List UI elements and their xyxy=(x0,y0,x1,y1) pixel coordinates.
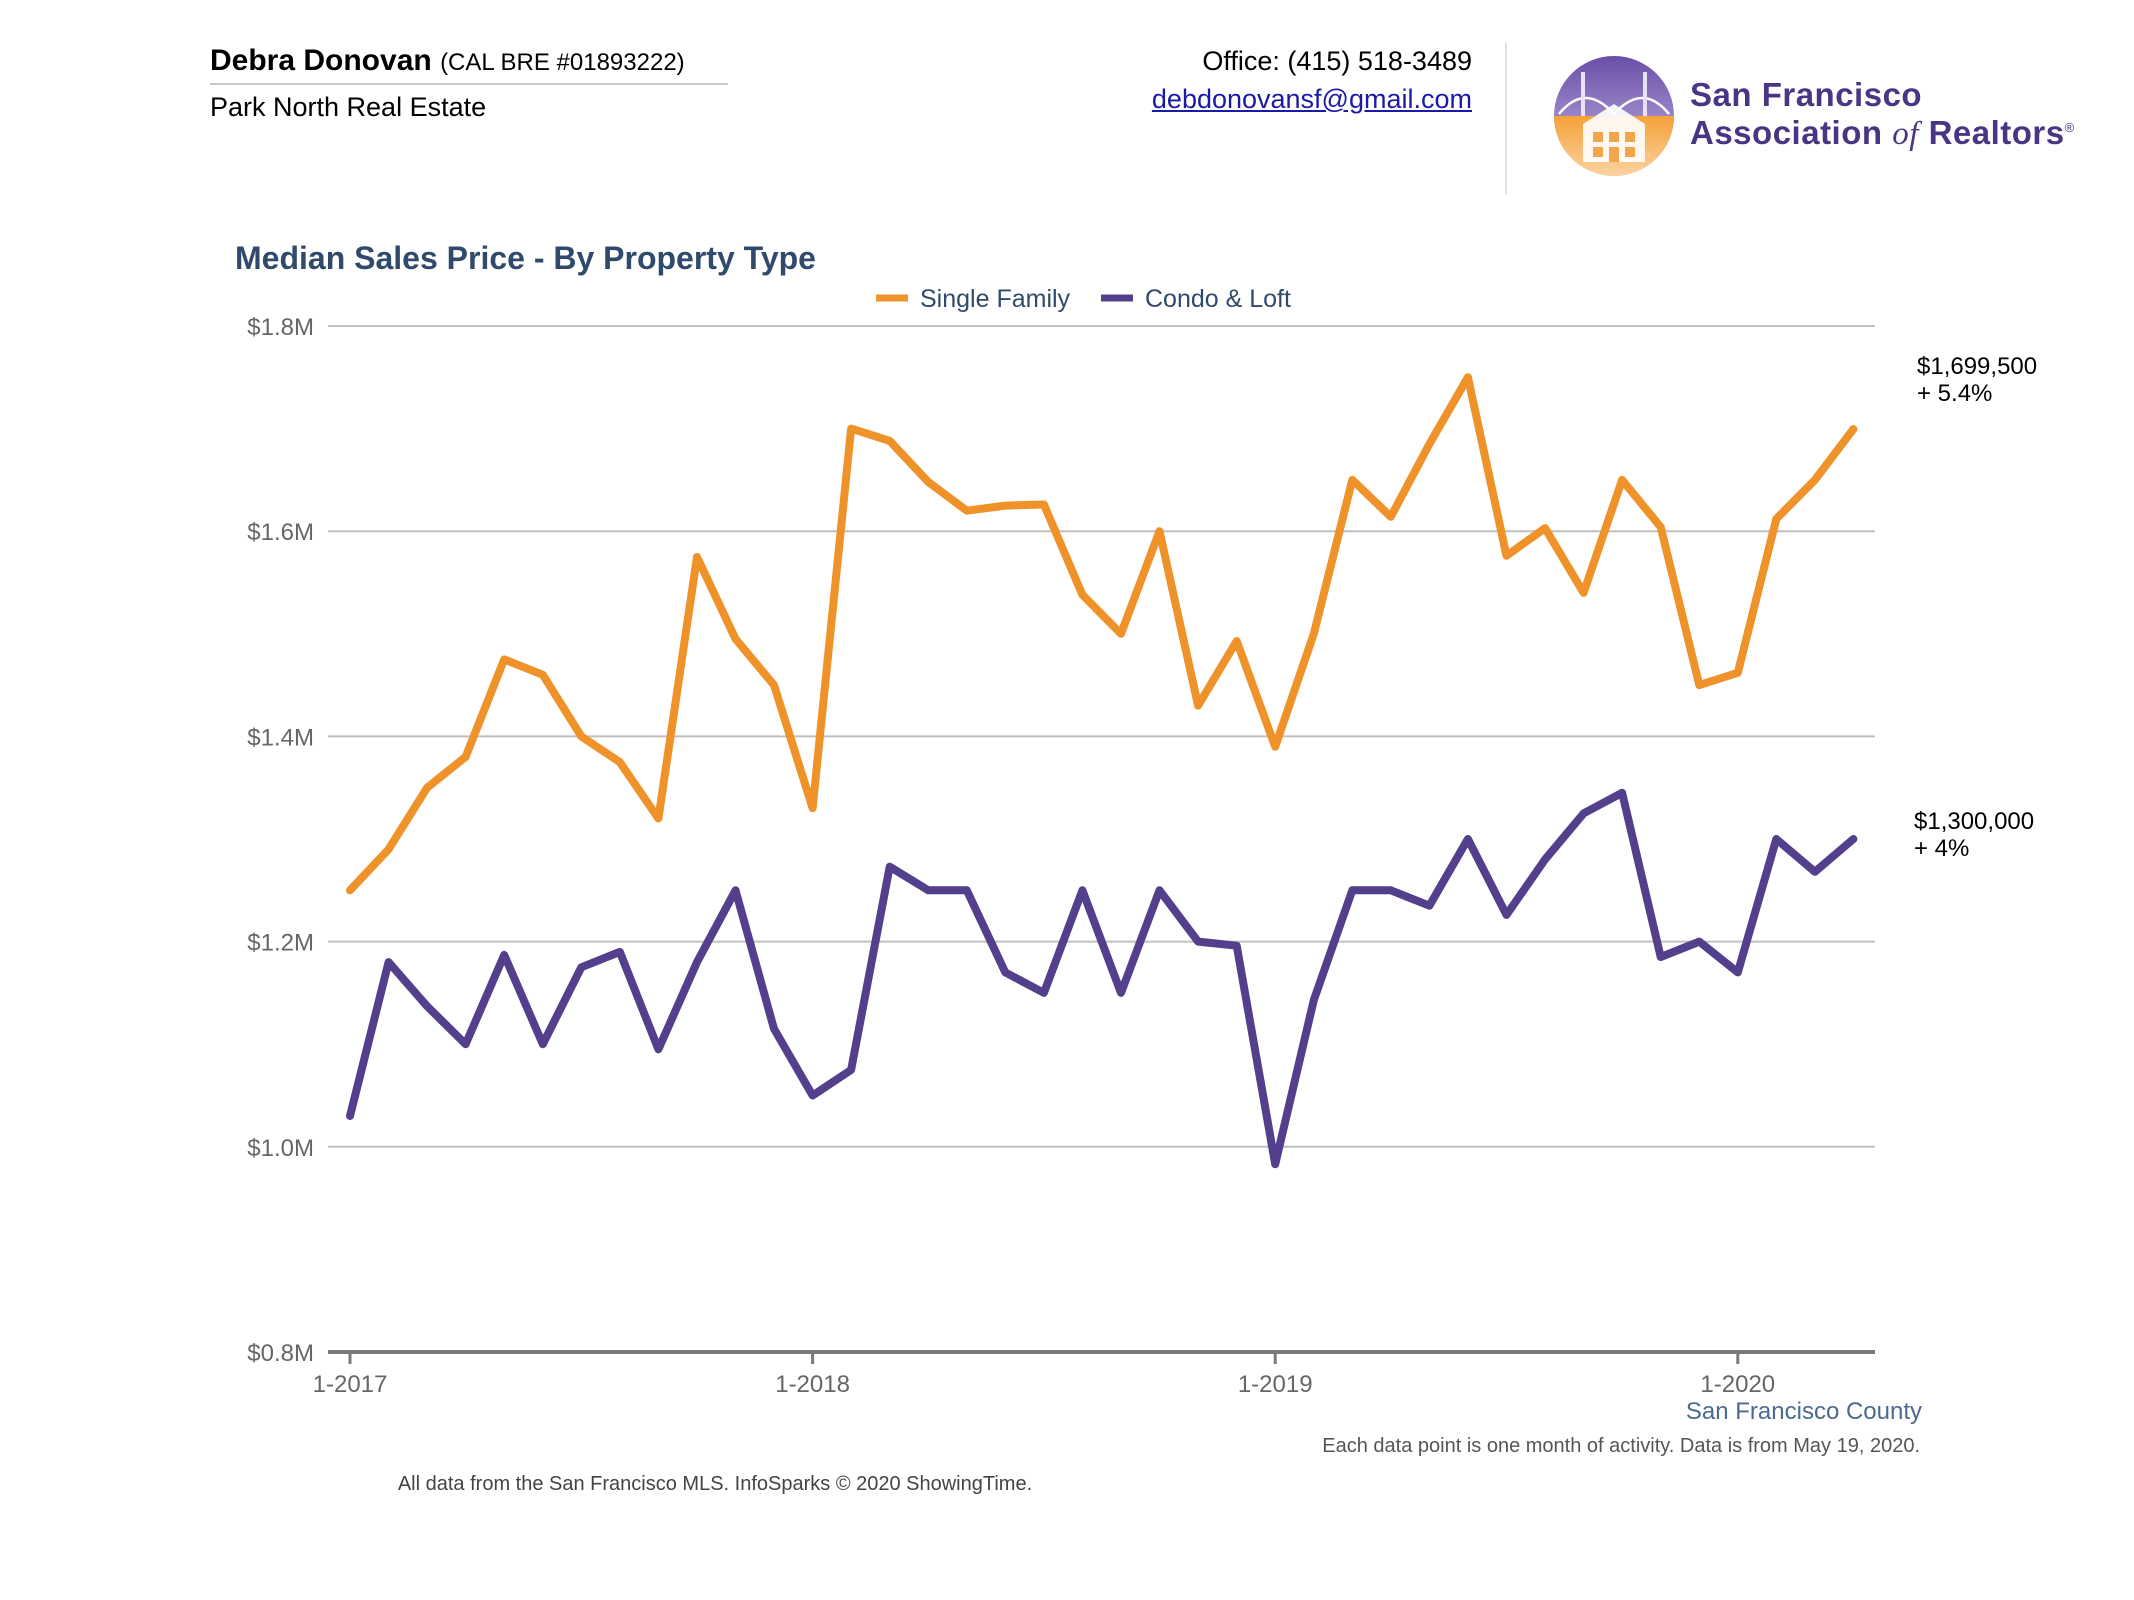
association-line2-end: Realtors xyxy=(1928,114,2065,151)
association-name-line1: San Francisco xyxy=(1690,76,1922,114)
y-tick-label: $1.0M xyxy=(247,1135,314,1162)
association-line1-text: San Francisco xyxy=(1690,76,1923,113)
end-change-label: + 4% xyxy=(1914,835,1969,862)
legend-label: Single Family xyxy=(920,285,1071,313)
end-change-label: + 5.4% xyxy=(1917,380,1992,407)
grid-lines xyxy=(328,325,1875,1148)
series-lines xyxy=(346,373,1858,1169)
x-tick-label: 1-2017 xyxy=(313,1371,388,1398)
association-line2-main: Association xyxy=(1690,114,1883,151)
registered-mark: ® xyxy=(2064,120,2075,135)
association-line2-of: of xyxy=(1892,116,1919,152)
y-tick-label: $1.8M xyxy=(247,314,314,341)
source-note: All data from the San Francisco MLS. Inf… xyxy=(397,1473,1033,1495)
email-link[interactable]: debdonovansf@gmail.com xyxy=(1151,84,1472,114)
chart-title: Median Sales Price - By Property Type xyxy=(235,240,816,276)
legend: Single Family Condo & Loft xyxy=(876,285,1291,313)
header-divider xyxy=(1505,42,1507,194)
sf-realtors-logo xyxy=(1554,56,1674,176)
agent-license: (CAL BRE #01893222) xyxy=(440,49,685,76)
legend-single-family: Single Family xyxy=(876,285,1071,313)
office-phone: Office: (415) 518-3489 xyxy=(1202,46,1472,76)
legend-label: Condo & Loft xyxy=(1145,285,1291,313)
data-footnote: Each data point is one month of activity… xyxy=(1322,1435,1920,1457)
x-axis: 1-2017 1-2018 1-2019 1-2020 xyxy=(313,1350,1875,1398)
y-axis-ticks: $1.8M $1.6M $1.4M $1.2M $1.0M $0.8M xyxy=(247,314,314,1367)
county-label: San Francisco County xyxy=(1685,1398,1922,1425)
end-labels: $1,699,500+ 5.4% $1,300,000+ 4% xyxy=(1914,353,2037,862)
agent-divider xyxy=(210,83,728,85)
series-line-single-family xyxy=(346,373,1858,895)
x-tick-label: 1-2018 xyxy=(775,1371,850,1398)
y-tick-label: $0.8M xyxy=(247,1340,314,1367)
x-tick-label: 1-2020 xyxy=(1700,1371,1775,1398)
y-tick-label: $1.6M xyxy=(247,519,314,546)
legend-condo-loft: Condo & Loft xyxy=(1101,285,1291,313)
agent-name-text: Debra Donovan xyxy=(210,44,432,77)
agent-company: Park North Real Estate xyxy=(210,92,487,122)
y-tick-label: $1.4M xyxy=(247,724,314,751)
end-value-label: $1,300,000 xyxy=(1914,808,2034,835)
association-name-line2: Association of Realtors® xyxy=(1690,114,2075,153)
agent-name: Debra Donovan (CAL BRE #01893222) xyxy=(210,44,685,78)
series-line-condo-loft xyxy=(346,788,1858,1169)
end-value-label: $1,699,500 xyxy=(1917,353,2037,380)
x-tick-label: 1-2019 xyxy=(1238,1371,1313,1398)
y-tick-label: $1.2M xyxy=(247,930,314,957)
